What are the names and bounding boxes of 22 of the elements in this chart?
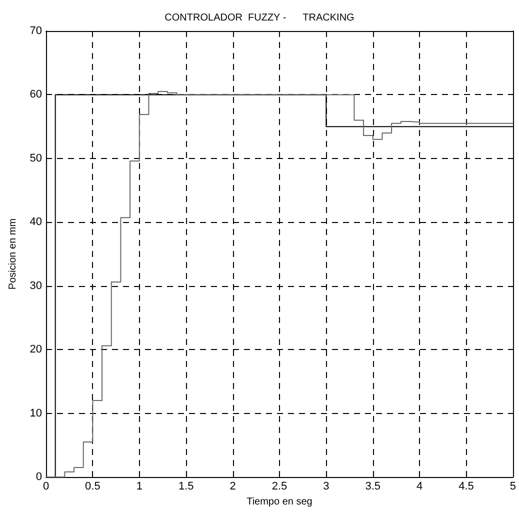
y-tick-label: 10: [30, 407, 42, 420]
x-tick-label: 3: [323, 480, 330, 492]
x-tick-label: 2: [230, 480, 236, 492]
x-tick-label: 4.5: [458, 480, 474, 492]
y-tick-label: 40: [30, 216, 42, 228]
x-tick-label: 3.5: [365, 480, 381, 492]
x-tick-label: 1.5: [178, 480, 194, 492]
x-tick-label: 2.5: [272, 480, 288, 492]
y-tick-label: 30: [30, 280, 42, 292]
x-tick-label: 0: [42, 480, 50, 492]
x-tick-label: 0.5: [85, 480, 100, 492]
y-axis-title: Posicion en mm: [8, 218, 18, 290]
y-tick-label: 60: [30, 88, 42, 101]
y-tick-label: 70: [30, 25, 42, 37]
y-tick-label: 50: [30, 152, 42, 164]
x-tick-label: 4: [416, 480, 423, 492]
y-tick-label: 20: [30, 344, 42, 356]
x-tick-label: 1: [136, 480, 142, 492]
x-tick-label: 5: [510, 480, 516, 492]
chart-title: CONTROLADOR FUZZY - TRACKING: [164, 12, 355, 24]
x-axis-title: Tiempo en seg: [246, 496, 312, 508]
y-tick-label: 0: [36, 471, 42, 483]
